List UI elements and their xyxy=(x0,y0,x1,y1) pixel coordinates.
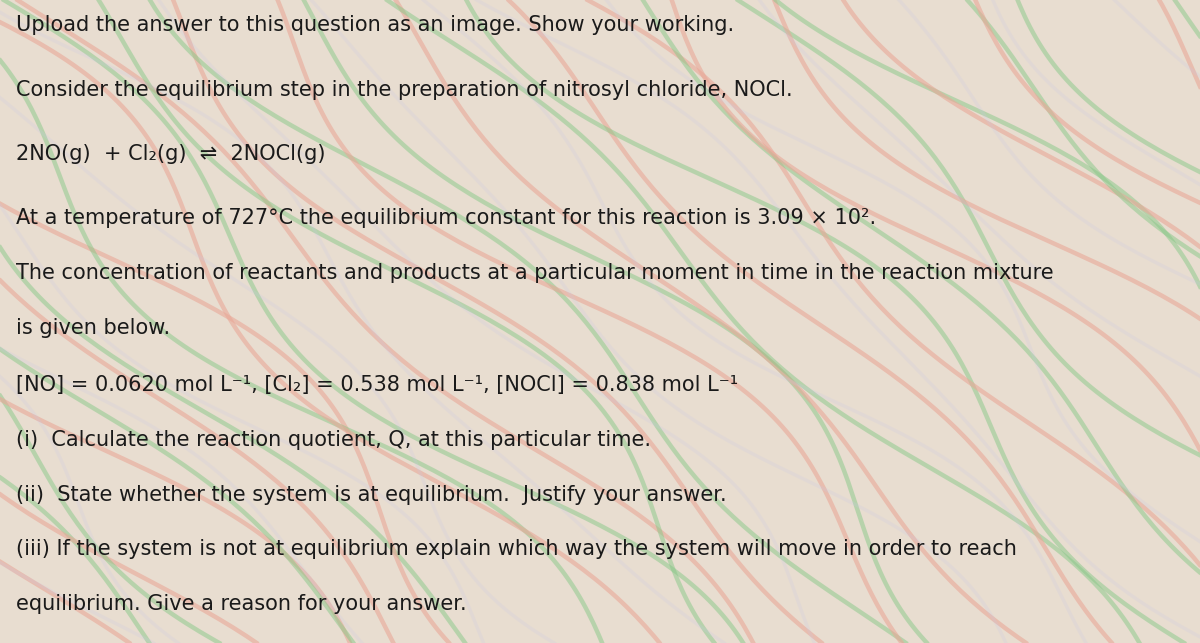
Text: (iii) If the system is not at equilibrium explain which way the system will move: (iii) If the system is not at equilibriu… xyxy=(16,539,1016,559)
Text: [NO] = 0.0620 mol L⁻¹, [Cl₂] = 0.538 mol L⁻¹, [NOCl] = 0.838 mol L⁻¹: [NO] = 0.0620 mol L⁻¹, [Cl₂] = 0.538 mol… xyxy=(16,376,738,395)
Text: (ii)  State whether the system is at equilibrium.  Justify your answer.: (ii) State whether the system is at equi… xyxy=(16,485,726,505)
Text: Upload the answer to this question as an image. Show your working.: Upload the answer to this question as an… xyxy=(16,15,733,35)
Text: The concentration of reactants and products at a particular moment in time in th: The concentration of reactants and produ… xyxy=(16,263,1054,283)
Text: is given below.: is given below. xyxy=(16,318,169,338)
Text: equilibrium. Give a reason for your answer.: equilibrium. Give a reason for your answ… xyxy=(16,594,467,614)
Text: (i)  Calculate the reaction quotient, Q, at this particular time.: (i) Calculate the reaction quotient, Q, … xyxy=(16,430,650,450)
Text: At a temperature of 727°C the equilibrium constant for this reaction is 3.09 × 1: At a temperature of 727°C the equilibriu… xyxy=(16,208,876,228)
Text: 2NO(g)  + Cl₂(g)  ⇌  2NOCl(g): 2NO(g) + Cl₂(g) ⇌ 2NOCl(g) xyxy=(16,144,325,164)
Text: Consider the equilibrium step in the preparation of nitrosyl chloride, NOCl.: Consider the equilibrium step in the pre… xyxy=(16,80,792,100)
